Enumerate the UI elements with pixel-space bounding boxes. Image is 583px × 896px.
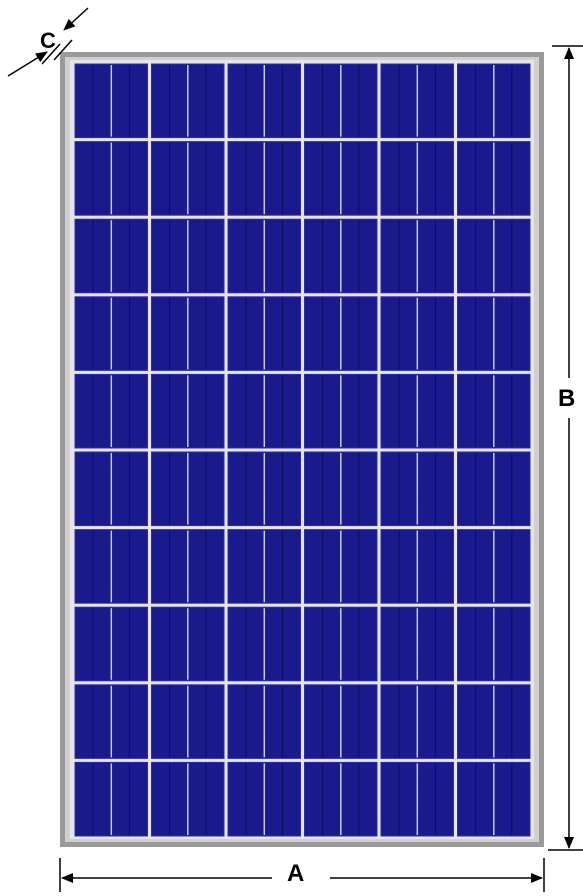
dimension-c-tick-inner (53, 39, 73, 61)
cell-grid (74, 63, 531, 837)
dimension-c-label: C (40, 28, 56, 53)
dimension-b-label: B (558, 385, 576, 412)
dimension-c (7, 7, 89, 77)
dimension-c-arrow-in (7, 51, 48, 77)
dimension-a-label: A (285, 860, 307, 887)
dimension-c-arrow-out (63, 7, 89, 31)
dimension-b (548, 45, 583, 851)
dimension-a (59, 858, 545, 892)
